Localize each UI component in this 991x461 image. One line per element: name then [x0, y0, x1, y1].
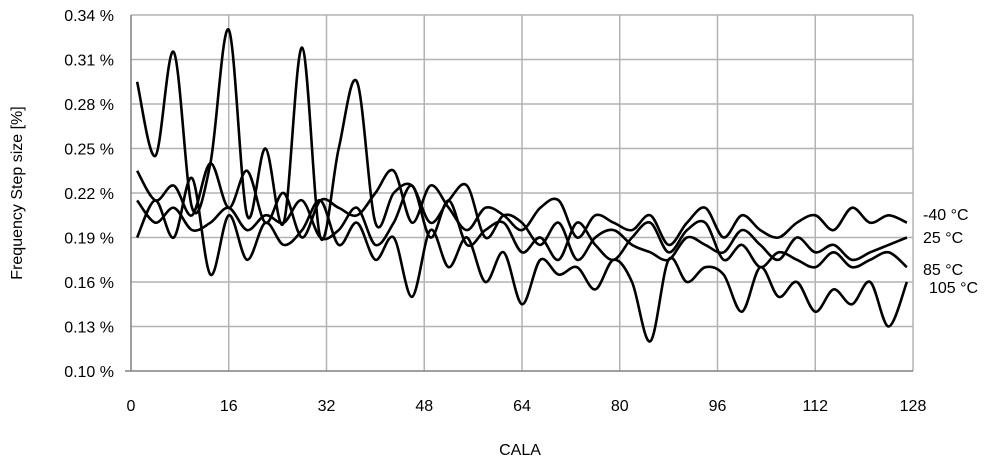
y-tick-label: 0.19 % [64, 231, 114, 248]
axes [125, 15, 913, 372]
x-axis-label: CALA [499, 442, 541, 459]
y-tick-label: 0.10 % [64, 364, 114, 381]
y-axis-label: Frequency Step size [%] [9, 106, 26, 279]
y-tick-label: 0.31 % [64, 53, 114, 70]
x-tick-label: 80 [611, 398, 629, 415]
series-label-2: 85 °C [923, 262, 963, 279]
series-label-0: -40 °C [923, 207, 969, 224]
x-tick-label: 128 [900, 398, 927, 415]
y-tick-label: 0.28 % [64, 97, 114, 114]
series-label-3: 105 °C [929, 280, 978, 297]
x-tick-label: 112 [802, 398, 828, 415]
series-line-1 [135, 28, 908, 262]
x-tick-label: 32 [318, 398, 336, 415]
y-tick-label: 0.25 % [64, 142, 114, 159]
y-tick-label: 0.22 % [64, 186, 114, 203]
x-tick-label: 0 [127, 398, 136, 415]
x-tick-label: 48 [415, 398, 433, 415]
x-tick-labels: 0 16 32 48 64 80 96 112 128 [127, 398, 927, 415]
series-line-2 [136, 184, 908, 269]
series-label-1: 25 °C [923, 230, 963, 247]
series-line-3 [135, 176, 909, 343]
series-layer [135, 28, 909, 343]
y-tick-labels: 0.10 % 0.13 % 0.16 % 0.19 % 0.22 % 0.25 % 0.28… [64, 8, 114, 381]
y-tick-label: 0.13 % [64, 320, 114, 337]
y-tick-label: 0.16 % [64, 275, 114, 292]
grid-lines [131, 14, 914, 371]
x-tick-label: 96 [709, 398, 727, 415]
x-tick-label: 64 [513, 398, 531, 415]
y-tick-label: 0.34 % [64, 8, 114, 25]
x-tick-label: 16 [220, 398, 238, 415]
